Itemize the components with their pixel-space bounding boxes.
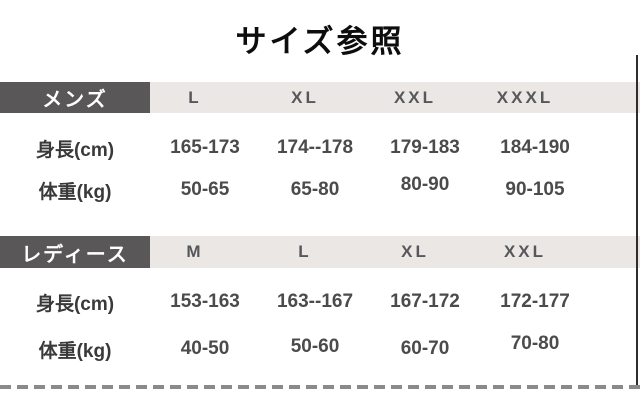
mens-weight-value-xl: 65-80	[290, 179, 340, 200]
ladies-weight-label: 体重(kg)	[38, 340, 112, 362]
mens-weight-value-xxxl: 90-105	[505, 179, 565, 200]
ladies-height-value-l: 163--167	[276, 291, 354, 312]
ladies-size-header-m: M	[186, 242, 204, 261]
ladies-size-header-xl: XL	[401, 242, 429, 261]
mens-height-row: 身長(cm) 165-173 174--178 179-183 184-190	[0, 134, 640, 162]
ladies-size-header-l: L	[298, 242, 312, 261]
bottom-dashed-border	[0, 385, 640, 389]
mens-size-header-xl: XL	[291, 87, 319, 107]
mens-header-row: メンズ L XL XXL XXXL	[0, 82, 640, 113]
ladies-weight-row: 体重(kg) 40-50 50-60 60-70 70-80	[0, 333, 640, 363]
mens-height-value-xl: 174--178	[276, 137, 354, 158]
ladies-height-value-m: 153-163	[170, 291, 240, 312]
ladies-height-row: 身長(cm) 153-163 163--167 167-172 172-177	[0, 288, 640, 316]
mens-size-header-xxl: XXL	[393, 87, 437, 107]
ladies-weight-value-xxl: 70-80	[510, 333, 560, 354]
mens-height-value-xxxl: 184-190	[500, 137, 570, 158]
ladies-category-label: レディース	[0, 236, 150, 268]
mens-weight-label: 体重(kg)	[38, 181, 112, 203]
mens-size-header-l: L	[188, 87, 202, 107]
mens-weight-row: 体重(kg) 50-65 65-80 80-90 90-105	[0, 174, 640, 204]
ladies-size-header-xxl: XXL	[503, 242, 547, 261]
ladies-height-value-xl: 167-172	[390, 291, 460, 312]
ladies-height-label: 身長(cm)	[35, 293, 115, 315]
ladies-header-row: レディース M L XL XXL	[0, 236, 640, 268]
ladies-weight-value-l: 50-60	[290, 336, 340, 357]
mens-height-value-l: 165-173	[170, 137, 240, 158]
mens-weight-value-xxl: 80-90	[400, 174, 450, 195]
ladies-weight-value-xl: 60-70	[400, 338, 450, 359]
page-title: サイズ参照	[235, 24, 405, 59]
mens-height-label: 身長(cm)	[35, 139, 115, 161]
ladies-weight-value-m: 40-50	[180, 338, 230, 359]
right-border-line	[636, 55, 638, 388]
mens-size-header-xxxl: XXXL	[496, 87, 554, 107]
mens-weight-value-l: 50-65	[180, 179, 230, 200]
mens-category-label: メンズ	[0, 82, 150, 113]
ladies-height-value-xxl: 172-177	[500, 291, 570, 312]
mens-height-value-xxl: 179-183	[390, 137, 460, 158]
